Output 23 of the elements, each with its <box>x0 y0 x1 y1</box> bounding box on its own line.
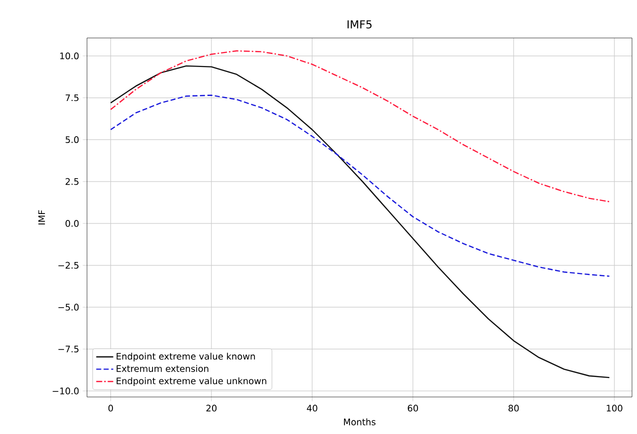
y-tick-label: 0.0 <box>66 220 79 227</box>
line-series <box>110 94 610 277</box>
y-tick-label: −2.5 <box>58 262 78 269</box>
x-tick-label: 20 <box>206 404 217 412</box>
x-tick-label: 0 <box>108 404 113 412</box>
y-tick-label: 2.5 <box>66 178 78 185</box>
x-tick-label: 40 <box>306 404 318 412</box>
legend-label: Extremum extension <box>116 365 208 372</box>
x-tick-label: 100 <box>606 404 622 412</box>
legend-label: Endpoint extreme value known <box>116 352 255 362</box>
y-tick-label: −10.0 <box>52 388 79 394</box>
y-tick-label: −5.0 <box>58 304 79 311</box>
line-series <box>110 65 610 378</box>
x-axis-title: Months <box>344 418 376 426</box>
x-tick-label: 80 <box>508 404 519 412</box>
y-tick-label: 5.0 <box>66 136 79 144</box>
y-tick-label: 10.0 <box>60 52 79 60</box>
y-tick-label: −7.5 <box>58 346 78 352</box>
x-tick-label: 60 <box>408 404 418 412</box>
legend-label: Endpoint extreme value unknown <box>116 377 266 386</box>
y-axis-title: IMF <box>38 210 45 224</box>
chart-title: IMF5 <box>348 20 372 28</box>
y-tick-label: 7.5 <box>66 94 78 102</box>
